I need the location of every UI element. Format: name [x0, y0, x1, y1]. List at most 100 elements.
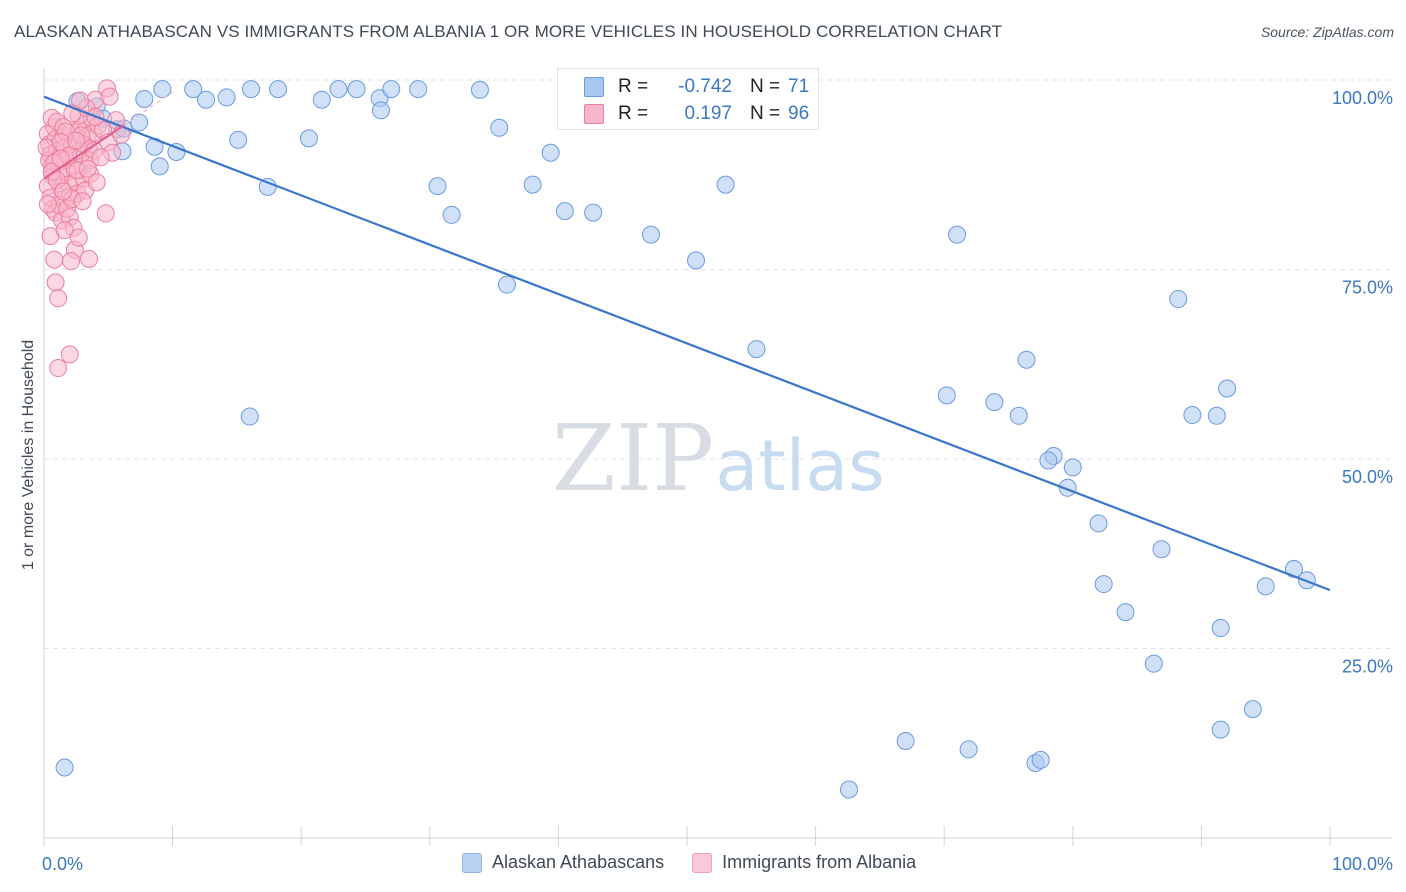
stats-legend-box: R = -0.742 N = 71 R = 0.197 N = 96: [557, 68, 819, 130]
watermark-zip: ZIP: [552, 405, 714, 512]
data-point-immigrants-from-albania: [73, 192, 92, 211]
data-point-alaskan-athabascans: [1116, 603, 1135, 622]
data-point-alaskan-athabascans: [584, 203, 603, 222]
data-point-immigrants-from-albania: [69, 228, 88, 247]
legend-label: Immigrants from Albania: [722, 852, 917, 872]
data-point-alaskan-athabascans: [541, 143, 560, 162]
trendline-immigrants-from-albania: [43, 124, 125, 180]
data-point-alaskan-athabascans: [217, 88, 236, 107]
legend-label: Alaskan Athabascans: [492, 852, 665, 872]
data-point-alaskan-athabascans: [269, 80, 288, 99]
data-point-alaskan-athabascans: [1207, 406, 1226, 425]
data-point-alaskan-athabascans: [687, 251, 706, 270]
data-point-immigrants-from-albania: [38, 195, 57, 214]
data-point-alaskan-athabascans: [1243, 700, 1262, 719]
data-point-alaskan-athabascans: [312, 90, 331, 109]
data-point-immigrants-from-albania: [60, 345, 79, 364]
data-point-alaskan-athabascans: [490, 118, 509, 137]
legend-item-immigrants-from-albania[interactable]: Immigrants from Albania: [692, 852, 916, 873]
data-point-alaskan-athabascans: [240, 407, 259, 426]
legend: Alaskan Athabascans Immigrants from Alba…: [462, 852, 944, 873]
data-point-immigrants-from-albania: [78, 159, 97, 178]
data-point-alaskan-athabascans: [1017, 350, 1036, 369]
data-point-alaskan-athabascans: [716, 175, 735, 194]
data-point-alaskan-athabascans: [641, 225, 660, 244]
data-point-alaskan-athabascans: [985, 393, 1004, 412]
data-point-immigrants-from-albania: [87, 173, 106, 192]
data-point-immigrants-from-albania: [96, 204, 115, 223]
data-point-alaskan-athabascans: [55, 758, 74, 777]
r-value: -0.742: [678, 76, 732, 97]
data-point-alaskan-athabascans: [184, 80, 203, 99]
data-point-alaskan-athabascans: [409, 80, 428, 99]
data-point-immigrants-from-albania: [46, 273, 65, 292]
data-point-alaskan-athabascans: [1031, 750, 1050, 769]
stats-row-pink: R = 0.197 N = 96: [558, 100, 809, 128]
n-label: N =: [750, 76, 781, 97]
y-tick-label: 75.0%: [1342, 278, 1393, 298]
data-point-immigrants-from-albania: [51, 149, 70, 168]
stats-row-blue: R = -0.742 N = 71: [558, 73, 809, 101]
data-point-alaskan-athabascans: [1009, 406, 1028, 425]
data-point-alaskan-athabascans: [135, 89, 154, 108]
source-label: Source: ZipAtlas.com: [1260, 24, 1394, 40]
data-point-alaskan-athabascans: [1169, 290, 1188, 309]
data-point-alaskan-athabascans: [896, 731, 915, 750]
data-point-alaskan-athabascans: [153, 80, 172, 99]
data-point-alaskan-athabascans: [371, 101, 390, 120]
blue-swatch: [584, 77, 604, 97]
data-point-alaskan-athabascans: [555, 202, 574, 221]
legend-swatch-blue: [462, 852, 482, 873]
series-immigrants-from-albania: [37, 79, 131, 378]
data-point-alaskan-athabascans: [150, 157, 169, 176]
data-point-alaskan-athabascans: [1144, 654, 1163, 673]
data-point-alaskan-athabascans: [428, 177, 447, 196]
data-point-immigrants-from-albania: [49, 289, 68, 308]
data-point-alaskan-athabascans: [329, 80, 348, 99]
data-point-immigrants-from-albania: [45, 250, 64, 269]
data-point-alaskan-athabascans: [167, 143, 186, 162]
data-point-immigrants-from-albania: [49, 359, 68, 378]
data-point-alaskan-athabascans: [229, 130, 248, 149]
data-point-alaskan-athabascans: [1256, 577, 1275, 596]
gridlines: [44, 79, 1392, 649]
data-point-alaskan-athabascans: [1183, 406, 1202, 425]
data-point-immigrants-from-albania: [62, 252, 81, 271]
data-point-alaskan-athabascans: [948, 225, 967, 244]
watermark-atlas: atlas: [715, 425, 884, 507]
legend-swatch-pink: [692, 852, 713, 873]
data-point-alaskan-athabascans: [382, 80, 401, 99]
data-point-alaskan-athabascans: [347, 80, 366, 99]
data-point-alaskan-athabascans: [1152, 540, 1171, 559]
data-point-alaskan-athabascans: [1211, 619, 1230, 638]
data-point-immigrants-from-albania: [91, 148, 110, 167]
chart-title: ALASKAN ATHABASCAN VS IMMIGRANTS FROM AL…: [14, 22, 1003, 41]
r-value: 0.197: [684, 103, 732, 124]
trendlines: [43, 91, 1331, 592]
data-point-immigrants-from-albania: [67, 131, 86, 150]
data-point-alaskan-athabascans: [1218, 379, 1237, 398]
data-point-alaskan-athabascans: [959, 740, 978, 759]
r-label: R =: [618, 103, 649, 124]
y-tick-label: 25.0%: [1342, 657, 1393, 677]
watermark: ZIP atlas: [552, 405, 885, 512]
data-point-alaskan-athabascans: [523, 175, 542, 194]
data-point-alaskan-athabascans: [747, 340, 766, 359]
data-point-alaskan-athabascans: [130, 113, 149, 132]
tick-labels: 25.0% 50.0% 75.0% 100.0% 0.0% 100.0%: [42, 88, 1393, 874]
data-point-immigrants-from-albania: [55, 221, 74, 240]
data-point-alaskan-athabascans: [242, 80, 261, 99]
y-tick-label: 50.0%: [1342, 467, 1393, 487]
y-tick-label: 100.0%: [1332, 88, 1393, 108]
data-point-alaskan-athabascans: [197, 90, 216, 109]
data-point-alaskan-athabascans: [937, 386, 956, 405]
data-point-alaskan-athabascans: [1094, 575, 1113, 594]
n-label: N =: [750, 103, 781, 124]
data-point-alaskan-athabascans: [1063, 458, 1082, 477]
data-point-alaskan-athabascans: [497, 275, 516, 294]
data-point-immigrants-from-albania: [54, 182, 73, 201]
data-point-alaskan-athabascans: [299, 129, 318, 148]
legend-item-alaskan-athabascans[interactable]: Alaskan Athabascans: [462, 852, 664, 873]
r-label: R =: [618, 76, 649, 97]
